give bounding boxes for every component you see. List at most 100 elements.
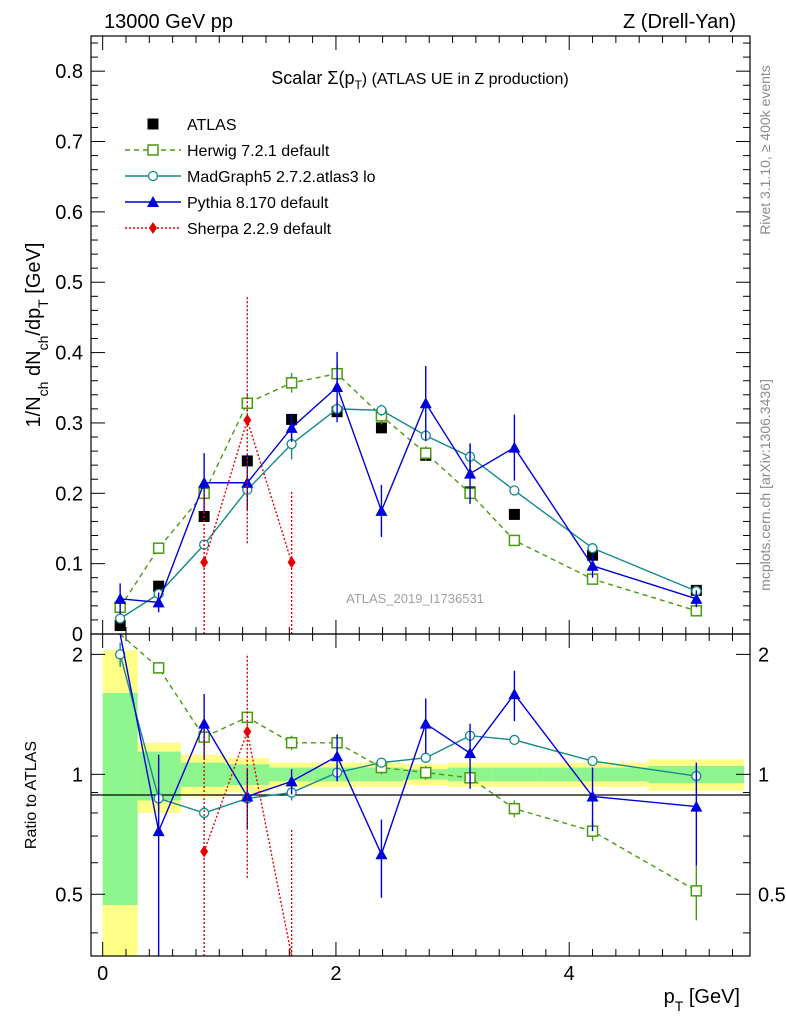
- point-main-herwig-7: [419, 447, 432, 459]
- atlas-point-9: [508, 508, 520, 520]
- point-ratio-madgraph-7: [420, 752, 431, 763]
- main-ytick-label-5: 0.5: [55, 272, 83, 294]
- point-ratio-pythia-9: [508, 688, 521, 700]
- line-main-madgraph: [119, 408, 697, 620]
- point-ratio-pythia-5: [331, 750, 344, 762]
- point-ratio-pythia-2: [198, 717, 211, 729]
- point-ratio-madgraph-10: [587, 755, 598, 767]
- y-axis-label-main-text: 1/Nch dNch/dpT [GeV]: [23, 243, 51, 428]
- point-main-pythia-10: [586, 559, 599, 571]
- y-axis-label-main: 1/Nch dNch/dpT [GeV]: [23, 243, 51, 428]
- main-ytick-label-1: 0.1: [55, 554, 83, 576]
- point-ratio-sherpa-0: [200, 845, 209, 858]
- legend-marker-pythia: [147, 196, 159, 207]
- ratio-ytick-label-left-0: 0.5: [55, 884, 83, 906]
- band-green-9: [492, 767, 537, 782]
- band-green-2: [180, 762, 226, 787]
- main-ytick-label-2: 0.2: [55, 483, 83, 505]
- main-ytick-label-8: 0.8: [55, 61, 83, 83]
- point-ratio-pythia-4: [285, 775, 298, 787]
- main-ytick-label-6: 0.6: [55, 202, 83, 224]
- point-ratio-herwig-4: [285, 737, 298, 749]
- point-main-pythia-11: [690, 592, 703, 604]
- point-ratio-pythia-1: [152, 825, 165, 837]
- line-ratio-pythia: [119, 633, 697, 857]
- header-left: 13000 GeV pp: [104, 11, 233, 33]
- xlabel-part: T: [675, 998, 684, 1014]
- rivet-info: Rivet 3.1.10, ≥ 400k events: [757, 65, 773, 235]
- line-ratio-herwig: [119, 633, 697, 892]
- ratio-ytick-label-right-0: 0.5: [758, 884, 786, 906]
- xtick-label-1: 2: [330, 963, 341, 985]
- series-pythia: [114, 351, 703, 956]
- point-main-madgraph-6: [376, 405, 387, 416]
- axes-ticks: 00.10.20.30.40.50.60.70.80.5 0.51 12 20 2 4: [55, 36, 786, 985]
- ratio-ytick-label-right-1: 1: [758, 764, 769, 786]
- legend-label-atlas: ATLAS: [187, 117, 237, 134]
- point-main-sherpa-0: [200, 556, 209, 569]
- ratio-uncertainty-bands: [102, 650, 745, 956]
- point-main-pythia-5: [331, 381, 344, 393]
- ylabel-part: [GeV]: [23, 243, 45, 300]
- series-sherpa: [200, 297, 296, 957]
- point-main-pythia-0: [114, 592, 127, 604]
- main-ytick-label-3: 0.3: [55, 413, 83, 435]
- point-main-herwig-9: [508, 534, 521, 547]
- point-main-madgraph-0: [115, 613, 126, 624]
- line-main-pythia: [120, 385, 697, 604]
- point-main-sherpa-1: [243, 414, 252, 427]
- legend-marker-sherpa: [149, 222, 157, 234]
- legend-label-madgraph: MadGraph5 2.7.2.atlas3 lo: [187, 169, 376, 186]
- point-ratio-pythia-11: [690, 800, 703, 812]
- ratio-ytick-label-left-1: 1: [72, 764, 83, 786]
- line-ratio-madgraph: [119, 654, 697, 814]
- point-main-madgraph-10: [587, 543, 598, 554]
- point-ratio-madgraph-2: [198, 807, 210, 819]
- point-ratio-herwig-9: [508, 802, 521, 815]
- atlas-point-1: [153, 580, 165, 592]
- ylabel-part: ch: [35, 336, 51, 351]
- main-ytick-label-0: 0: [72, 624, 83, 646]
- point-main-pythia-9: [508, 441, 521, 453]
- point-ratio-herwig-11: [690, 885, 703, 897]
- legend: ATLAS Herwig 7.2.1 default MadGraph5 2.7.2…: [125, 117, 376, 238]
- legend-marker-atlas: [147, 118, 159, 130]
- xtick-label-2: 4: [564, 963, 575, 985]
- point-main-herwig-11: [690, 605, 703, 617]
- x-axis-label: pT [GeV]: [664, 986, 740, 1014]
- point-main-pythia-6: [375, 504, 388, 516]
- point-ratio-pythia-8: [464, 747, 477, 759]
- point-main-herwig-4: [285, 377, 298, 389]
- series-layer: [114, 297, 703, 957]
- xlabel-part: p: [664, 986, 675, 1008]
- y-axis-label-ratio: Ratio to ATLAS: [23, 741, 40, 849]
- point-ratio-pythia-6: [375, 848, 388, 860]
- legend-label-pythia: Pythia 8.170 default: [187, 195, 329, 212]
- atlas-point-0: [114, 620, 126, 632]
- xtick-label-0: 0: [97, 963, 108, 985]
- legend-marker-madgraph: [147, 170, 159, 182]
- point-main-pythia-7: [419, 397, 432, 409]
- point-ratio-herwig-1: [152, 662, 165, 674]
- point-main-madgraph-9: [509, 485, 520, 496]
- main-ytick-label-7: 0.7: [55, 132, 83, 154]
- mcplots-info: mcplots.cern.ch [arXiv:1306.3436]: [757, 379, 773, 591]
- point-main-pythia-2: [198, 476, 211, 488]
- analysis-watermark: ATLAS_2019_I1736531: [346, 591, 484, 606]
- ratio-ytick-label-right-2: 2: [758, 644, 769, 666]
- atlas-point-6: [375, 422, 387, 434]
- header-right: Z (Drell-Yan): [623, 11, 736, 33]
- point-ratio-madgraph-9: [509, 734, 520, 746]
- point-main-pythia-8: [464, 467, 477, 479]
- legend-label-sherpa: Sherpa 2.2.9 default: [187, 221, 332, 238]
- legend-label-herwig: Herwig 7.2.1 default: [187, 143, 330, 160]
- plot-title: Scalar Σ(pT) (ATLAS UE in Z production): [271, 68, 568, 92]
- ylabel-part: dN: [23, 350, 45, 381]
- point-ratio-pythia-7: [419, 717, 432, 729]
- ylabel-part: /dp: [23, 308, 45, 336]
- point-ratio-herwig-7: [419, 766, 432, 779]
- band-green-6: [359, 767, 404, 782]
- point-main-herwig-1: [152, 542, 165, 554]
- ratio-panel-frame: [90, 633, 751, 957]
